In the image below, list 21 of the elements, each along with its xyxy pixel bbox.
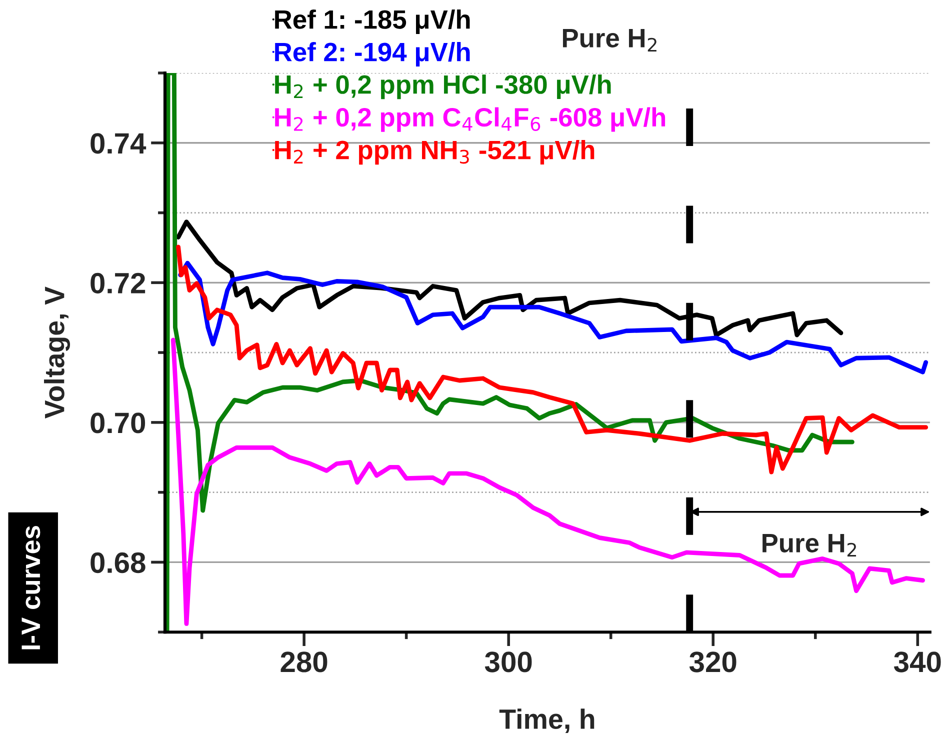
text: H$_{2}$ + 0,2 ppm C$_{4}$Cl$_{4}$F$_{6}$ -608 μV/h [275, 107, 666, 132]
y-tick-label: 0.74 [90, 133, 146, 154]
text: Pure H$_{2}$ [562, 29, 656, 52]
x-tick-label: 300 [484, 652, 532, 672]
legend-label: Ref 1: -185 μV/h [275, 10, 470, 34]
line-series [176, 244, 928, 474]
y-tick-label: 0.70 [90, 412, 146, 434]
x-tick-label: 320 [689, 652, 736, 672]
x-tick-label: 280 [280, 652, 328, 672]
y-tick-label: 0.72 [90, 272, 146, 294]
x-axis-title: Time, h [499, 708, 594, 734]
annotation: Pure H$_{2}$ [762, 534, 856, 557]
x-tick-label: 340 [894, 652, 941, 672]
legend-label: H$_{2}$ + 0,2 ppm HCl -380 μV/h [275, 74, 611, 100]
legend-label: H$_{2}$ + 2 ppm NH$_{3}$ -521 μV/h [275, 140, 594, 165]
y-tick-label: 0.68 [90, 552, 146, 574]
legend-label: Ref 2: -194 μV/h [275, 42, 470, 67]
y-axis-title: Voltage, V [44, 286, 70, 418]
line-series [178, 260, 928, 374]
text: I-V curves [22, 526, 40, 650]
line-series [170, 338, 925, 626]
